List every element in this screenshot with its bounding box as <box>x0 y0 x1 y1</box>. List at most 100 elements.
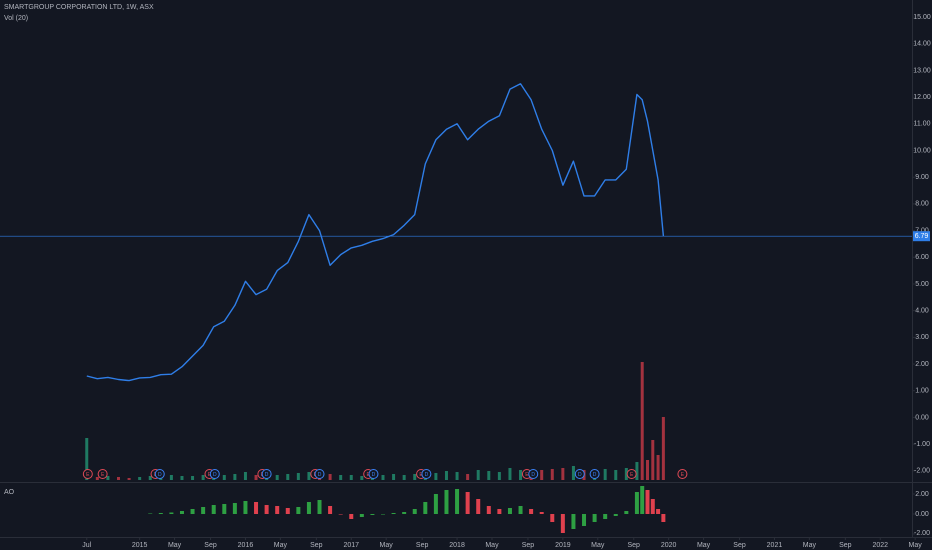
x-tick-label: Sep <box>310 542 323 549</box>
y-tick-label: 6.00 <box>915 254 929 261</box>
volume-bar <box>487 471 491 480</box>
x-tick-label: 2020 <box>661 542 677 549</box>
volume-bar <box>106 476 110 480</box>
event-label: D <box>578 472 582 478</box>
ao-bar <box>661 514 666 522</box>
ao-tick-label: 2.00 <box>915 491 929 498</box>
volume-bar <box>275 475 279 480</box>
event-label: E <box>208 472 212 478</box>
x-tick-label: May <box>485 542 499 549</box>
ao-bar <box>179 511 184 514</box>
ao-bar <box>656 509 661 514</box>
ao-bar <box>465 492 470 514</box>
volume-bar <box>233 474 237 480</box>
volume-bar <box>413 474 417 480</box>
x-tick-label: 2021 <box>767 542 783 549</box>
ao-bar <box>507 508 512 514</box>
ao-bar <box>650 499 655 514</box>
x-tick-label: Sep <box>204 542 217 549</box>
volume-bar <box>254 475 258 480</box>
volume-bar <box>640 362 644 480</box>
x-tick-label: 2019 <box>555 542 571 549</box>
y-tick-label: 9.00 <box>915 174 929 181</box>
ao-tick-label: -2.00 <box>914 530 930 537</box>
volume-bar <box>466 474 470 480</box>
x-tick-label: May <box>274 542 288 549</box>
volume-bar <box>222 475 226 480</box>
y-tick-label: 7.00 <box>915 227 929 234</box>
event-label: D <box>425 472 429 478</box>
ao-bar <box>380 514 385 515</box>
volume-bar <box>476 470 480 480</box>
last-price-label: 6.79 <box>915 233 929 240</box>
ao-bar <box>158 513 163 514</box>
event-marker <box>574 469 585 479</box>
ao-bar <box>423 502 428 514</box>
volume-bar <box>444 471 448 480</box>
ao-bar <box>243 501 248 514</box>
y-tick-label: 11.00 <box>914 121 931 128</box>
ao-bar <box>275 506 280 514</box>
ao-bar <box>613 514 618 516</box>
volume-bar <box>455 472 459 480</box>
ao-bar <box>476 499 481 514</box>
ao-label: AO <box>4 489 15 496</box>
ao-bar <box>582 514 587 526</box>
volume-bar <box>95 477 99 480</box>
event-marker <box>589 469 600 479</box>
ao-bar <box>486 506 491 514</box>
event-label: D <box>531 472 535 478</box>
ao-bar <box>148 513 153 514</box>
event-label: E <box>630 472 634 478</box>
volume-bar <box>127 478 131 480</box>
event-label: E <box>101 472 105 478</box>
volume-bar <box>571 466 575 480</box>
event-label: D <box>213 472 217 478</box>
event-marker <box>82 469 93 479</box>
event-marker <box>528 469 539 479</box>
x-tick-label: 2018 <box>449 542 465 549</box>
x-tick-label: Sep <box>733 542 746 549</box>
ao-bar <box>349 514 354 519</box>
ao-bar <box>634 492 639 514</box>
volume-bar <box>645 460 649 480</box>
event-marker <box>626 469 637 479</box>
ao-bar <box>412 509 417 514</box>
event-marker <box>677 469 688 479</box>
event-label: E <box>419 472 423 478</box>
ao-bar <box>592 514 597 522</box>
y-tick-label: -2.00 <box>914 468 930 475</box>
event-marker <box>421 469 432 479</box>
ao-bar <box>391 513 396 514</box>
volume-bar <box>550 469 554 480</box>
y-tick-label: 5.00 <box>915 281 929 288</box>
event-label: D <box>593 472 597 478</box>
ao-bar <box>455 489 460 514</box>
ao-bar <box>254 502 259 514</box>
volume-bar <box>296 473 300 480</box>
ao-bar <box>645 490 650 514</box>
x-tick-label: Sep <box>839 542 852 549</box>
volume-bar <box>381 475 385 480</box>
volume-bar <box>434 473 438 480</box>
y-tick-label: 3.00 <box>915 334 929 341</box>
event-marker <box>209 469 220 479</box>
volume-bar <box>508 468 512 480</box>
y-tick-label: 8.00 <box>915 201 929 208</box>
volume-bar <box>656 455 660 480</box>
ao-bar <box>624 511 629 514</box>
event-marker <box>97 469 108 479</box>
x-tick-label: Sep <box>628 542 641 549</box>
ao-bar <box>433 494 438 514</box>
volume-bar <box>307 472 311 480</box>
volume-bar <box>191 476 195 480</box>
event-label: E <box>525 472 529 478</box>
y-tick-label: -1.00 <box>914 441 930 448</box>
event-label: E <box>681 472 685 478</box>
ao-bar <box>190 509 195 514</box>
ao-bar <box>444 490 449 514</box>
x-tick-label: May <box>909 542 923 549</box>
volume-bar <box>180 476 184 480</box>
volume-bar <box>651 440 655 480</box>
